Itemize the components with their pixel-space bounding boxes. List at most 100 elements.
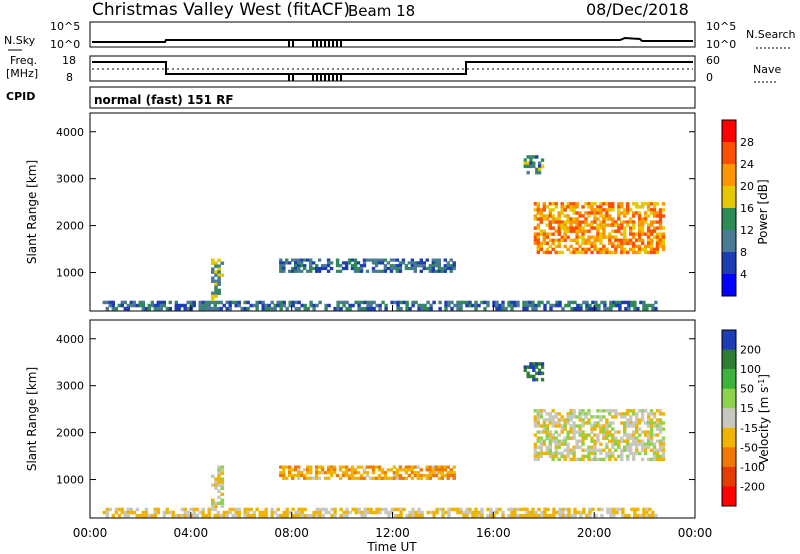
heatmap-cell-velocity — [554, 454, 558, 459]
heatmap-cell-power — [309, 264, 313, 268]
heatmap-cell-velocity — [141, 510, 145, 515]
heatmap-cell-power — [623, 232, 627, 236]
heatmap-cell-velocity — [486, 507, 490, 512]
heatmap-cell-velocity — [270, 510, 274, 515]
heatmap-cell-velocity — [381, 507, 385, 512]
heatmap-cell-velocity — [620, 421, 624, 425]
heatmap-cell-power — [590, 202, 594, 206]
heatmap-cell-velocity — [590, 427, 594, 431]
heatmap-cell-velocity — [471, 510, 475, 515]
heatmap-cell-power — [300, 264, 304, 268]
heatmap-cell-power — [477, 303, 481, 308]
heatmap-cell-velocity — [108, 507, 112, 512]
heatmap-cell-velocity — [252, 510, 256, 515]
heatmap-cell-velocity — [626, 445, 630, 449]
heatmap-cell-velocity — [217, 483, 221, 487]
nsky-panel-frame — [89, 21, 696, 48]
heatmap-cell-power — [536, 241, 540, 245]
heatmap-cell-velocity — [573, 507, 577, 512]
heatmap-cell-velocity — [627, 513, 631, 518]
heatmap-cell-power — [538, 164, 542, 169]
heatmap-cell-power — [353, 264, 358, 268]
cpid-value: normal (fast) 151 RF — [94, 93, 234, 107]
heatmap-cell-power — [389, 269, 394, 273]
colorbar-tick-label: -50 — [740, 441, 758, 454]
heatmap-cell-velocity — [593, 427, 597, 431]
heatmap-cell-power — [632, 232, 636, 236]
heatmap-cell-velocity — [599, 415, 603, 419]
heatmap-cell-velocity — [655, 451, 660, 456]
heatmap-cell-power — [192, 300, 196, 305]
colorbar-frame — [721, 329, 737, 507]
heatmap-cell-power — [587, 238, 591, 242]
heatmap-cell-power — [587, 247, 591, 252]
heatmap-cell-power — [356, 261, 361, 265]
date-label: 08/Dec/2018 — [586, 0, 689, 19]
heatmap-cell-power — [525, 306, 529, 311]
heatmap-cell-power — [623, 226, 627, 230]
heatmap-cell-velocity — [552, 507, 556, 512]
heatmap-cell-velocity — [543, 513, 547, 518]
heatmap-cell-power — [282, 264, 286, 268]
colorbar-tick-label: 12 — [740, 224, 754, 237]
heatmap-cell-power — [426, 300, 430, 305]
heatmap-cell-velocity — [214, 501, 218, 505]
heatmap-cell-velocity — [378, 507, 382, 512]
heatmap-cell-velocity — [359, 476, 364, 480]
heatmap-cell-velocity — [214, 486, 218, 490]
heatmap-cell-velocity — [342, 513, 346, 518]
heatmap-cell-velocity — [231, 507, 235, 512]
heatmap-cell-velocity — [658, 412, 663, 416]
heatmap-cell-power — [632, 214, 636, 218]
heatmap-cell-velocity — [623, 421, 627, 425]
heatmap-cell-power — [563, 214, 567, 218]
heatmap-cell-velocity — [581, 421, 585, 425]
heatmap-cell-velocity — [411, 513, 415, 518]
heatmap-cell-power — [217, 267, 221, 271]
heatmap-cell-power — [551, 238, 555, 242]
heatmap-cell-velocity — [643, 448, 648, 452]
heatmap-cell-power — [539, 217, 543, 221]
heatmap-cell-velocity — [587, 409, 591, 413]
heatmap-cell-power — [626, 220, 630, 224]
heatmap-cell-velocity — [285, 510, 289, 515]
heatmap-cell-power — [566, 205, 570, 209]
heatmap-cell-velocity — [285, 476, 289, 480]
heatmap-cell-velocity — [516, 513, 520, 518]
heatmap-cell-velocity — [416, 473, 420, 478]
heatmap-cell-velocity — [410, 476, 415, 480]
heatmap-cell-power — [529, 158, 533, 162]
heatmap-cell-power — [444, 300, 448, 305]
heatmap-cell-power — [111, 300, 115, 305]
heatmap-cell-power — [315, 266, 319, 271]
heatmap-cell-velocity — [220, 492, 225, 496]
heatmap-cell-power — [276, 303, 280, 308]
heatmap-cell-velocity — [569, 412, 573, 416]
heatmap-cell-velocity — [327, 510, 331, 515]
heatmap-cell-velocity — [646, 430, 651, 434]
x-axis-ticks: 00:00 04:00 08:00 12:00 16:00 20:00 00:00 — [73, 305, 712, 540]
heatmap-cell-power — [602, 250, 606, 255]
heatmap-cell-power — [542, 205, 546, 209]
heatmap-cell-velocity — [417, 507, 421, 512]
heatmap-cell-power — [153, 303, 157, 308]
freq-tick-top: 18 — [62, 54, 76, 67]
heatmap-cell-power — [560, 211, 564, 215]
heatmap-cell-velocity — [114, 507, 118, 512]
heatmap-cell-velocity — [572, 421, 576, 425]
heatmap-cell-velocity — [661, 457, 666, 462]
heatmap-cell-power — [198, 303, 202, 308]
heatmap-cell-velocity — [446, 465, 450, 469]
heatmap-cell-velocity — [578, 412, 582, 416]
heatmap-cell-velocity — [329, 465, 334, 469]
heatmap-cell-power — [120, 300, 124, 305]
heatmap-cell-power — [366, 306, 370, 311]
heatmap-cell-velocity — [552, 510, 556, 515]
heatmap-cell-velocity — [404, 476, 409, 480]
colorbar-tick-label: -200 — [740, 480, 765, 493]
heatmap-cell-power — [569, 226, 573, 230]
heatmap-cell-power — [279, 306, 283, 311]
heatmap-cell-power — [651, 306, 655, 311]
heatmap-cell-power — [554, 217, 558, 221]
heatmap-cell-power — [366, 303, 370, 308]
